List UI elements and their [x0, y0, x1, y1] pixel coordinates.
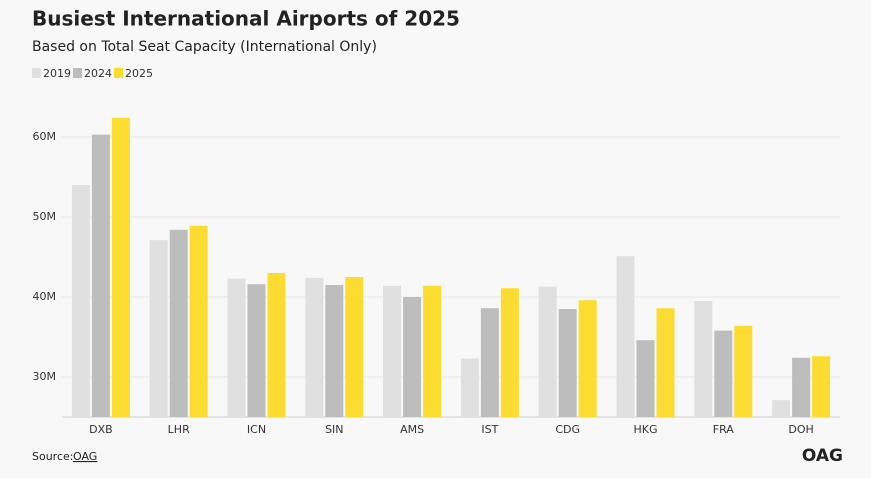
legend-label: 2025	[125, 67, 153, 80]
y-tick-label: 30M	[33, 370, 57, 383]
legend-swatch	[32, 68, 41, 78]
bar	[91, 134, 110, 417]
bar	[500, 288, 519, 417]
bar	[325, 285, 344, 417]
y-tick-label: 40M	[33, 290, 57, 303]
legend-label: 2019	[43, 67, 71, 80]
bar	[227, 278, 246, 417]
y-tick-label: 60M	[33, 130, 57, 143]
x-tick-label: DOH	[788, 423, 813, 436]
x-tick-label: DXB	[89, 423, 113, 436]
x-tick-label: SIN	[325, 423, 343, 436]
bar	[792, 357, 811, 417]
source-link[interactable]: OAG	[73, 450, 97, 463]
legend-label: 2024	[84, 67, 112, 80]
source-label: Source:	[32, 450, 74, 463]
chart-subtitle: Based on Total Seat Capacity (Internatio…	[32, 39, 377, 55]
bar	[636, 340, 655, 417]
x-tick-label: LHR	[168, 423, 190, 436]
y-tick-label: 50M	[33, 210, 57, 223]
bar	[772, 400, 791, 417]
bar	[247, 284, 266, 417]
x-tick-label: FRA	[713, 423, 735, 436]
bar	[423, 285, 442, 417]
bar	[812, 356, 831, 417]
bar	[480, 308, 499, 417]
bar	[169, 229, 188, 417]
bar	[189, 225, 208, 417]
bar	[149, 240, 168, 417]
x-tick-label: AMS	[400, 423, 424, 436]
bar	[383, 285, 402, 417]
x-tick-label: CDG	[555, 423, 580, 436]
bar	[714, 330, 733, 417]
x-tick-label: IST	[481, 423, 498, 436]
legend-swatch	[73, 68, 82, 78]
bar	[616, 256, 635, 417]
bar	[734, 325, 753, 417]
bar	[578, 300, 597, 417]
x-tick-label: ICN	[247, 423, 266, 436]
bar	[694, 301, 713, 417]
legend-swatch	[114, 68, 123, 78]
bar	[558, 309, 577, 417]
bar	[538, 286, 557, 417]
logo: OAG	[802, 446, 843, 466]
bar	[345, 277, 364, 417]
bar	[267, 273, 286, 417]
chart-title: Busiest International Airports of 2025	[32, 7, 460, 31]
bar	[305, 277, 324, 417]
bar	[460, 358, 479, 417]
bar	[71, 185, 90, 417]
bar	[656, 308, 675, 417]
bar	[403, 297, 422, 417]
bar	[111, 117, 130, 418]
x-tick-label: HKG	[633, 423, 657, 436]
